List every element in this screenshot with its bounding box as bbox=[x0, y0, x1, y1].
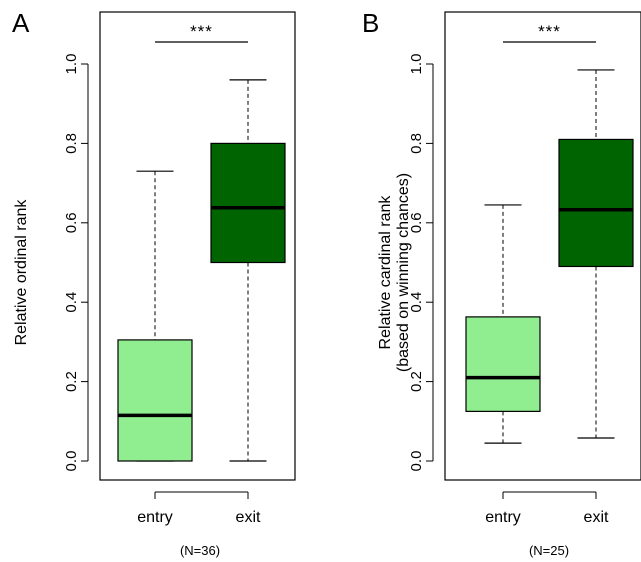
significance-label: *** bbox=[190, 22, 213, 41]
panel-a: A 0.0 0.2 0.4 0.6 0.8 1.0 Relative ordinal rank… bbox=[12, 8, 296, 558]
x-category-label: entry bbox=[485, 509, 521, 526]
y-tick-label: 0.4 bbox=[408, 292, 425, 313]
x-category-label: entry bbox=[137, 509, 173, 526]
y-tick-label: 0.6 bbox=[63, 212, 80, 233]
sample-size-label: (N=36) bbox=[180, 543, 220, 558]
box-exit bbox=[558, 138, 634, 268]
y-tick-label: 0.2 bbox=[63, 371, 80, 392]
y-axis-label: (based on winning chances) bbox=[395, 173, 412, 372]
box-entry bbox=[465, 316, 541, 412]
y-tick-label: 0.8 bbox=[408, 133, 425, 154]
panel-letter: B bbox=[362, 8, 379, 38]
sample-size-label: (N=25) bbox=[529, 543, 569, 558]
y-tick-label: 1.0 bbox=[63, 54, 80, 75]
plot-frame bbox=[444, 11, 641, 481]
y-tick-label: 0.0 bbox=[408, 451, 425, 472]
box-entry bbox=[117, 339, 193, 462]
panel-b: B 0.0 0.2 0.4 0.6 0.8 1.0 Relative cardinal ran… bbox=[362, 8, 641, 558]
y-tick-label: 1.0 bbox=[408, 54, 425, 75]
significance-label: *** bbox=[538, 22, 561, 41]
y-axis-label: Relative ordinal rank bbox=[13, 199, 30, 346]
y-tick-label: 0.4 bbox=[63, 292, 80, 313]
x-category-label: exit bbox=[236, 509, 261, 526]
plot-frame bbox=[99, 11, 296, 481]
x-category-label: exit bbox=[584, 509, 609, 526]
y-tick-label: 0.6 bbox=[408, 212, 425, 233]
y-tick-label: 0.2 bbox=[408, 371, 425, 392]
box-exit bbox=[210, 142, 286, 264]
y-tick-label: 0.0 bbox=[63, 451, 80, 472]
y-tick-label: 0.8 bbox=[63, 133, 80, 154]
y-axis-label: Relative cardinal rank bbox=[377, 195, 394, 350]
panel-letter: A bbox=[12, 8, 30, 38]
